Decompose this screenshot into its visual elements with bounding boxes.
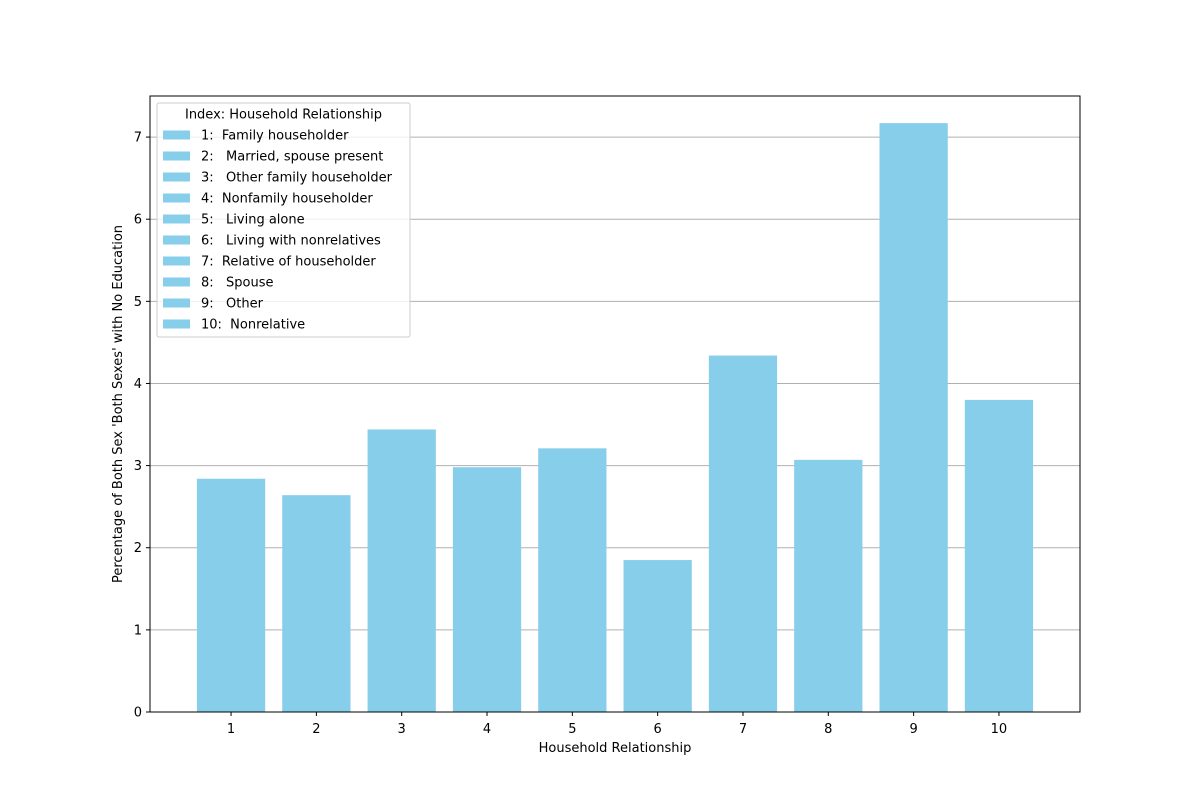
x-tick-label: 8 — [824, 722, 832, 737]
x-tick-label: 5 — [568, 722, 576, 737]
bar-2 — [282, 495, 351, 712]
y-axis-ticks: 0 1 2 3 4 5 6 7 — [134, 131, 150, 721]
y-tick-label: 2 — [134, 541, 142, 556]
y-tick-label: 1 — [134, 623, 142, 638]
x-tick-label: 7 — [739, 722, 747, 737]
y-tick-label: 4 — [134, 377, 142, 392]
legend-swatch — [163, 256, 190, 266]
legend: Index: Household Relationship 1: Family … — [156, 102, 411, 338]
bar-6 — [623, 560, 692, 712]
legend-title: Index: Household Relationship — [185, 108, 382, 123]
legend-box — [156, 102, 411, 338]
bar-7 — [708, 355, 778, 712]
bar-3 — [367, 429, 436, 712]
legend-entry-label: 7: Relative of householder — [201, 255, 376, 270]
legend-swatch — [163, 319, 190, 329]
x-tick-label: 9 — [909, 722, 917, 737]
legend-entry-label: 1: Family householder — [201, 129, 349, 144]
y-tick-label: 6 — [134, 213, 142, 228]
y-tick-label: 5 — [134, 295, 142, 310]
plot-frame — [149, 95, 1081, 713]
x-tick-label: 2 — [312, 722, 320, 737]
bar-5 — [538, 448, 607, 712]
legend-swatch — [163, 277, 190, 287]
legend-entry-label: 9: Other — [201, 297, 264, 312]
x-tick-label: 1 — [227, 722, 235, 737]
legend-entry-label: 10: Nonrelative — [201, 318, 305, 333]
legend-entry-label: 5: Living alone — [201, 213, 305, 228]
legend-items: 1: Family householder 2: Married, spouse … — [163, 129, 393, 333]
legend-entry-label: 2: Married, spouse present — [201, 150, 383, 165]
x-axis-ticks: 1 2 3 4 5 6 7 8 9 10 — [227, 712, 1007, 737]
y-tick-label: 7 — [134, 131, 142, 146]
legend-entry-label: 4: Nonfamily householder — [201, 192, 373, 207]
x-tick-label: 3 — [398, 722, 406, 737]
bar-8 — [794, 459, 863, 712]
bar-10 — [964, 399, 1034, 712]
legend-entry-label: 8: Spouse — [201, 276, 274, 291]
bar-4 — [452, 467, 522, 712]
y-tick-label: 3 — [134, 459, 142, 474]
legend-swatch — [163, 298, 190, 308]
legend-swatch — [163, 130, 190, 140]
bars — [196, 123, 1034, 712]
legend-swatch — [163, 235, 190, 245]
legend-entry-label: 3: Other family householder — [201, 171, 393, 186]
legend-swatch — [163, 193, 190, 203]
legend-swatch — [163, 214, 190, 224]
y-axis-label: Percentage of Both Sex 'Both Sexes' with… — [111, 225, 126, 583]
legend-entry-label: 6: Living with nonrelatives — [201, 234, 381, 249]
bar-9 — [879, 123, 948, 712]
legend-swatch — [163, 151, 190, 161]
x-tick-label: 10 — [991, 722, 1008, 737]
y-tick-label: 0 — [134, 706, 142, 721]
bar-1 — [196, 478, 266, 712]
x-tick-label: 6 — [654, 722, 662, 737]
x-tick-label: 4 — [483, 722, 491, 737]
x-axis-label: Household Relationship — [539, 741, 692, 756]
legend-swatch — [163, 172, 190, 182]
